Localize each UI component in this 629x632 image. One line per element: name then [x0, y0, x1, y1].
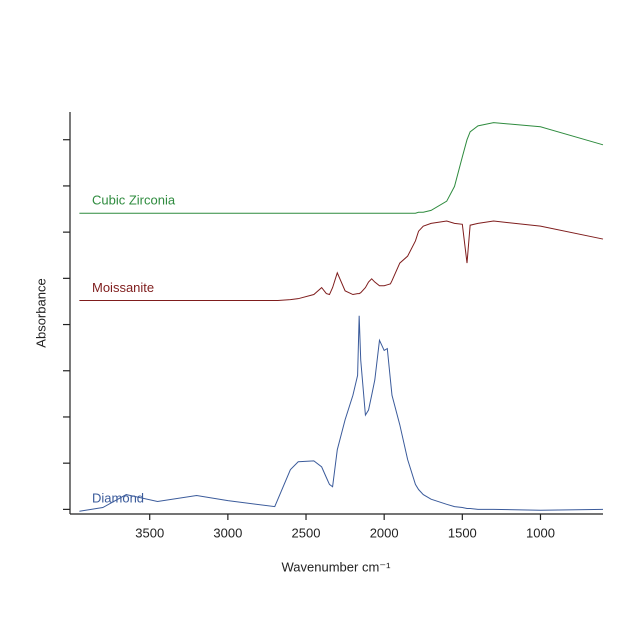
x-tick-label: 3500: [135, 525, 164, 540]
x-tick-label: 1500: [448, 525, 477, 540]
spectrum-line: [79, 122, 604, 214]
x-axis-label: Wavenumber cm⁻¹: [282, 559, 392, 574]
y-axis-label: Absorbance: [33, 278, 48, 347]
x-tick-label: 3000: [213, 525, 242, 540]
x-tick-label: 2500: [292, 525, 321, 540]
series-label: Diamond: [92, 491, 144, 506]
x-tick-label: 2000: [370, 525, 399, 540]
spectrum-line: [79, 315, 604, 512]
series-label: Cubic Zirconia: [92, 193, 176, 208]
spectrum-line: [79, 220, 604, 302]
x-tick-label: 1000: [526, 525, 555, 540]
series-label: Moissanite: [92, 280, 154, 295]
